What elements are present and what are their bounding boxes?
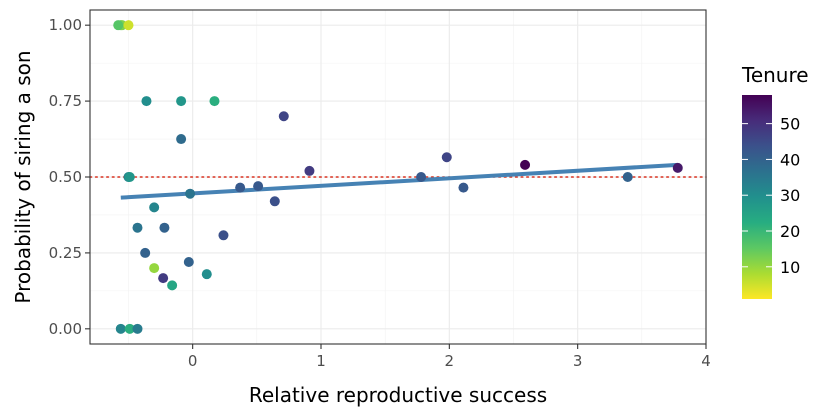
- y-tick-label: 0.50: [49, 168, 82, 186]
- x-tick-label: 1: [316, 352, 326, 370]
- data-point: [158, 273, 169, 284]
- data-point: [132, 222, 143, 233]
- legend-tick-label: 50: [780, 115, 800, 134]
- data-point: [159, 222, 170, 233]
- data-point: [176, 96, 187, 107]
- data-point: [176, 134, 187, 145]
- data-point: [167, 280, 178, 291]
- trend-line: [120, 162, 678, 200]
- legend-tick-label: 40: [780, 150, 800, 169]
- data-point: [441, 152, 452, 163]
- data-point: [113, 20, 124, 31]
- legend-colorbar: [742, 95, 772, 299]
- legend-ticks: 10 20 30 40 50: [742, 115, 800, 277]
- data-point: [183, 257, 194, 268]
- data-point: [141, 96, 152, 107]
- trend-line-segment: [120, 162, 678, 200]
- data-point: [269, 196, 280, 207]
- data-point: [416, 172, 427, 182]
- legend: Tenure 10 20 30 40 50: [741, 63, 809, 299]
- data-point: [124, 172, 135, 182]
- data-point: [209, 96, 220, 107]
- y-axis-title: Probability of siring a son: [11, 50, 35, 303]
- x-tick-label: 3: [573, 352, 583, 370]
- data-point: [672, 162, 683, 173]
- x-axis: 0 1 2 3 4: [188, 344, 711, 370]
- legend-title: Tenure: [741, 63, 809, 87]
- legend-tick-label: 20: [780, 222, 800, 241]
- data-point: [235, 182, 246, 193]
- data-point: [140, 247, 151, 258]
- data-point: [520, 159, 531, 170]
- x-tick-label: 2: [445, 352, 455, 370]
- data-point: [149, 202, 160, 213]
- legend-tick-label: 10: [780, 258, 800, 277]
- x-tick-label: 4: [701, 352, 711, 370]
- y-tick-label: 1.00: [49, 16, 82, 34]
- y-tick-label: 0.00: [49, 320, 82, 338]
- data-point: [304, 165, 315, 176]
- x-tick-label: 0: [188, 352, 198, 370]
- data-points: [113, 20, 683, 334]
- data-point: [149, 263, 160, 274]
- legend-tick-label: 30: [780, 186, 800, 205]
- data-point: [622, 172, 633, 182]
- y-tick-label: 0.25: [49, 244, 82, 262]
- data-point: [201, 269, 212, 280]
- data-point: [278, 111, 289, 122]
- x-axis-title: Relative reproductive success: [249, 383, 547, 407]
- data-point: [253, 181, 264, 192]
- data-point: [218, 230, 229, 241]
- data-point: [185, 188, 196, 199]
- y-tick-label: 0.75: [49, 92, 82, 110]
- data-point: [123, 20, 134, 31]
- data-point: [124, 323, 135, 334]
- y-axis: 0.00 0.25 0.50 0.75 1.00: [49, 16, 90, 338]
- data-point: [132, 323, 143, 334]
- data-point: [458, 182, 469, 193]
- data-point: [115, 323, 126, 334]
